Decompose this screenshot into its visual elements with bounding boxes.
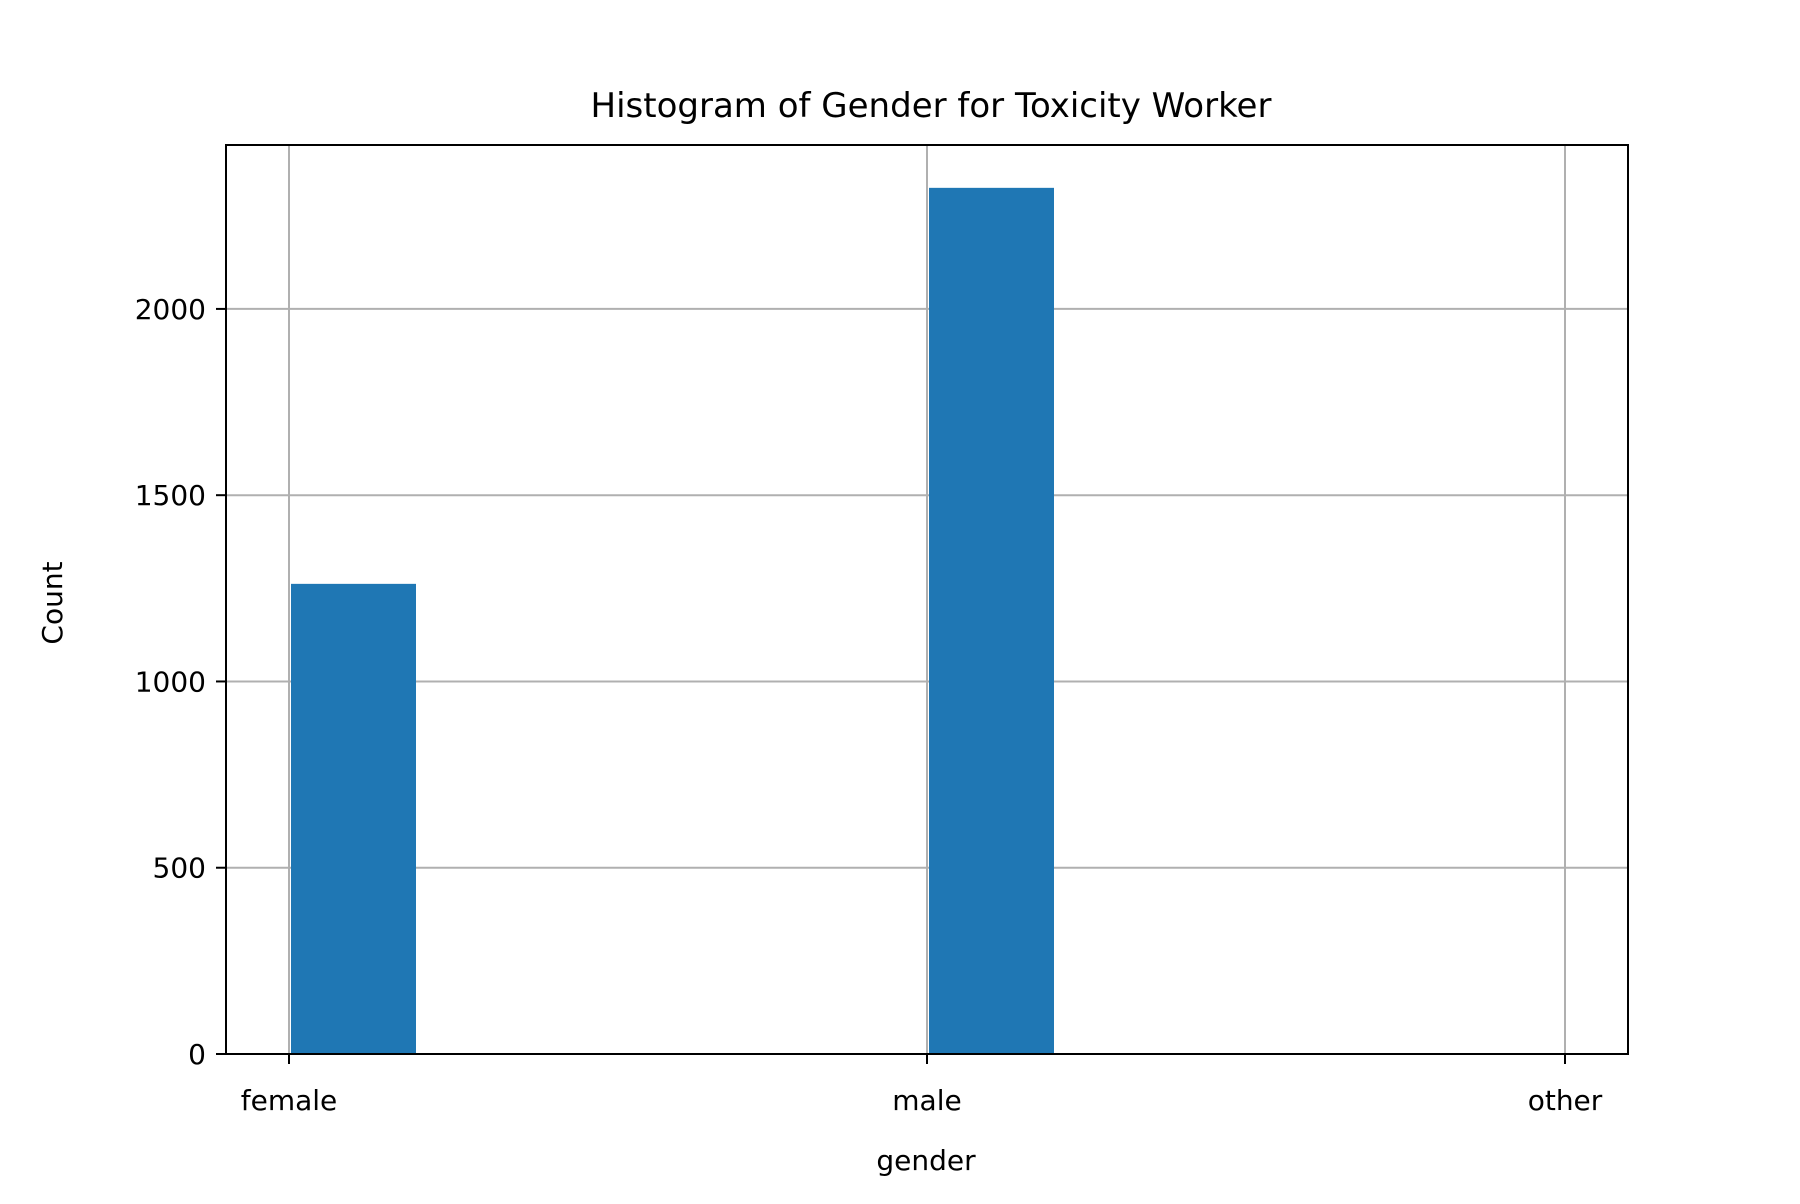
y-axis-label: Count	[36, 561, 69, 644]
y-tick-label: 0	[188, 1038, 206, 1071]
grid-lines	[226, 145, 1628, 1055]
x-tick-label-other: other	[1528, 1084, 1603, 1117]
bars	[291, 187, 1054, 1054]
bar-male	[929, 187, 1054, 1054]
y-tick-label: 1000	[135, 665, 206, 698]
x-axis-label: gender	[876, 1144, 976, 1177]
chart-title: Histogram of Gender for Toxicity Worker	[591, 86, 1272, 126]
x-tick-label-female: female	[241, 1084, 338, 1117]
y-tick-label: 1500	[135, 479, 206, 512]
axis-ticks: 0 500 1000 1500 2000 female male other	[135, 293, 1603, 1117]
y-tick-label: 2000	[135, 293, 206, 326]
x-tick-label-male: male	[892, 1084, 961, 1117]
bar-female	[291, 583, 416, 1054]
y-tick-label: 500	[153, 852, 206, 885]
